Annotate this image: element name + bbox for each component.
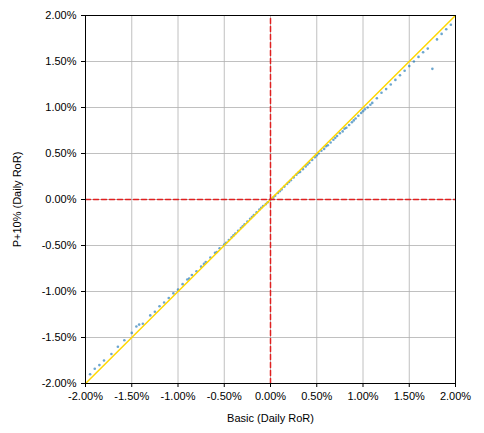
svg-text:-1.50%: -1.50% (114, 390, 149, 402)
svg-text:1.00%: 1.00% (347, 390, 378, 402)
svg-text:1.50%: 1.50% (394, 390, 425, 402)
svg-text:-2.00%: -2.00% (42, 377, 77, 389)
svg-text:-0.50%: -0.50% (42, 239, 77, 251)
svg-text:Basic (Daily RoR): Basic (Daily RoR) (227, 412, 314, 424)
svg-text:-0.50%: -0.50% (207, 390, 242, 402)
svg-text:1.00%: 1.00% (45, 101, 76, 113)
svg-text:1.50%: 1.50% (45, 55, 76, 67)
svg-text:0.00%: 0.00% (255, 390, 286, 402)
svg-text:0.50%: 0.50% (45, 147, 76, 159)
svg-text:0.00%: 0.00% (45, 193, 76, 205)
svg-text:-1.50%: -1.50% (42, 331, 77, 343)
svg-text:-1.00%: -1.00% (42, 285, 77, 297)
svg-text:-2.00%: -2.00% (68, 390, 103, 402)
svg-text:0.50%: 0.50% (301, 390, 332, 402)
svg-text:2.00%: 2.00% (45, 9, 76, 21)
svg-text:2.00%: 2.00% (440, 390, 471, 402)
svg-text:-1.00%: -1.00% (161, 390, 196, 402)
svg-text:P+10% (Daily RoR): P+10% (Daily RoR) (11, 152, 23, 248)
